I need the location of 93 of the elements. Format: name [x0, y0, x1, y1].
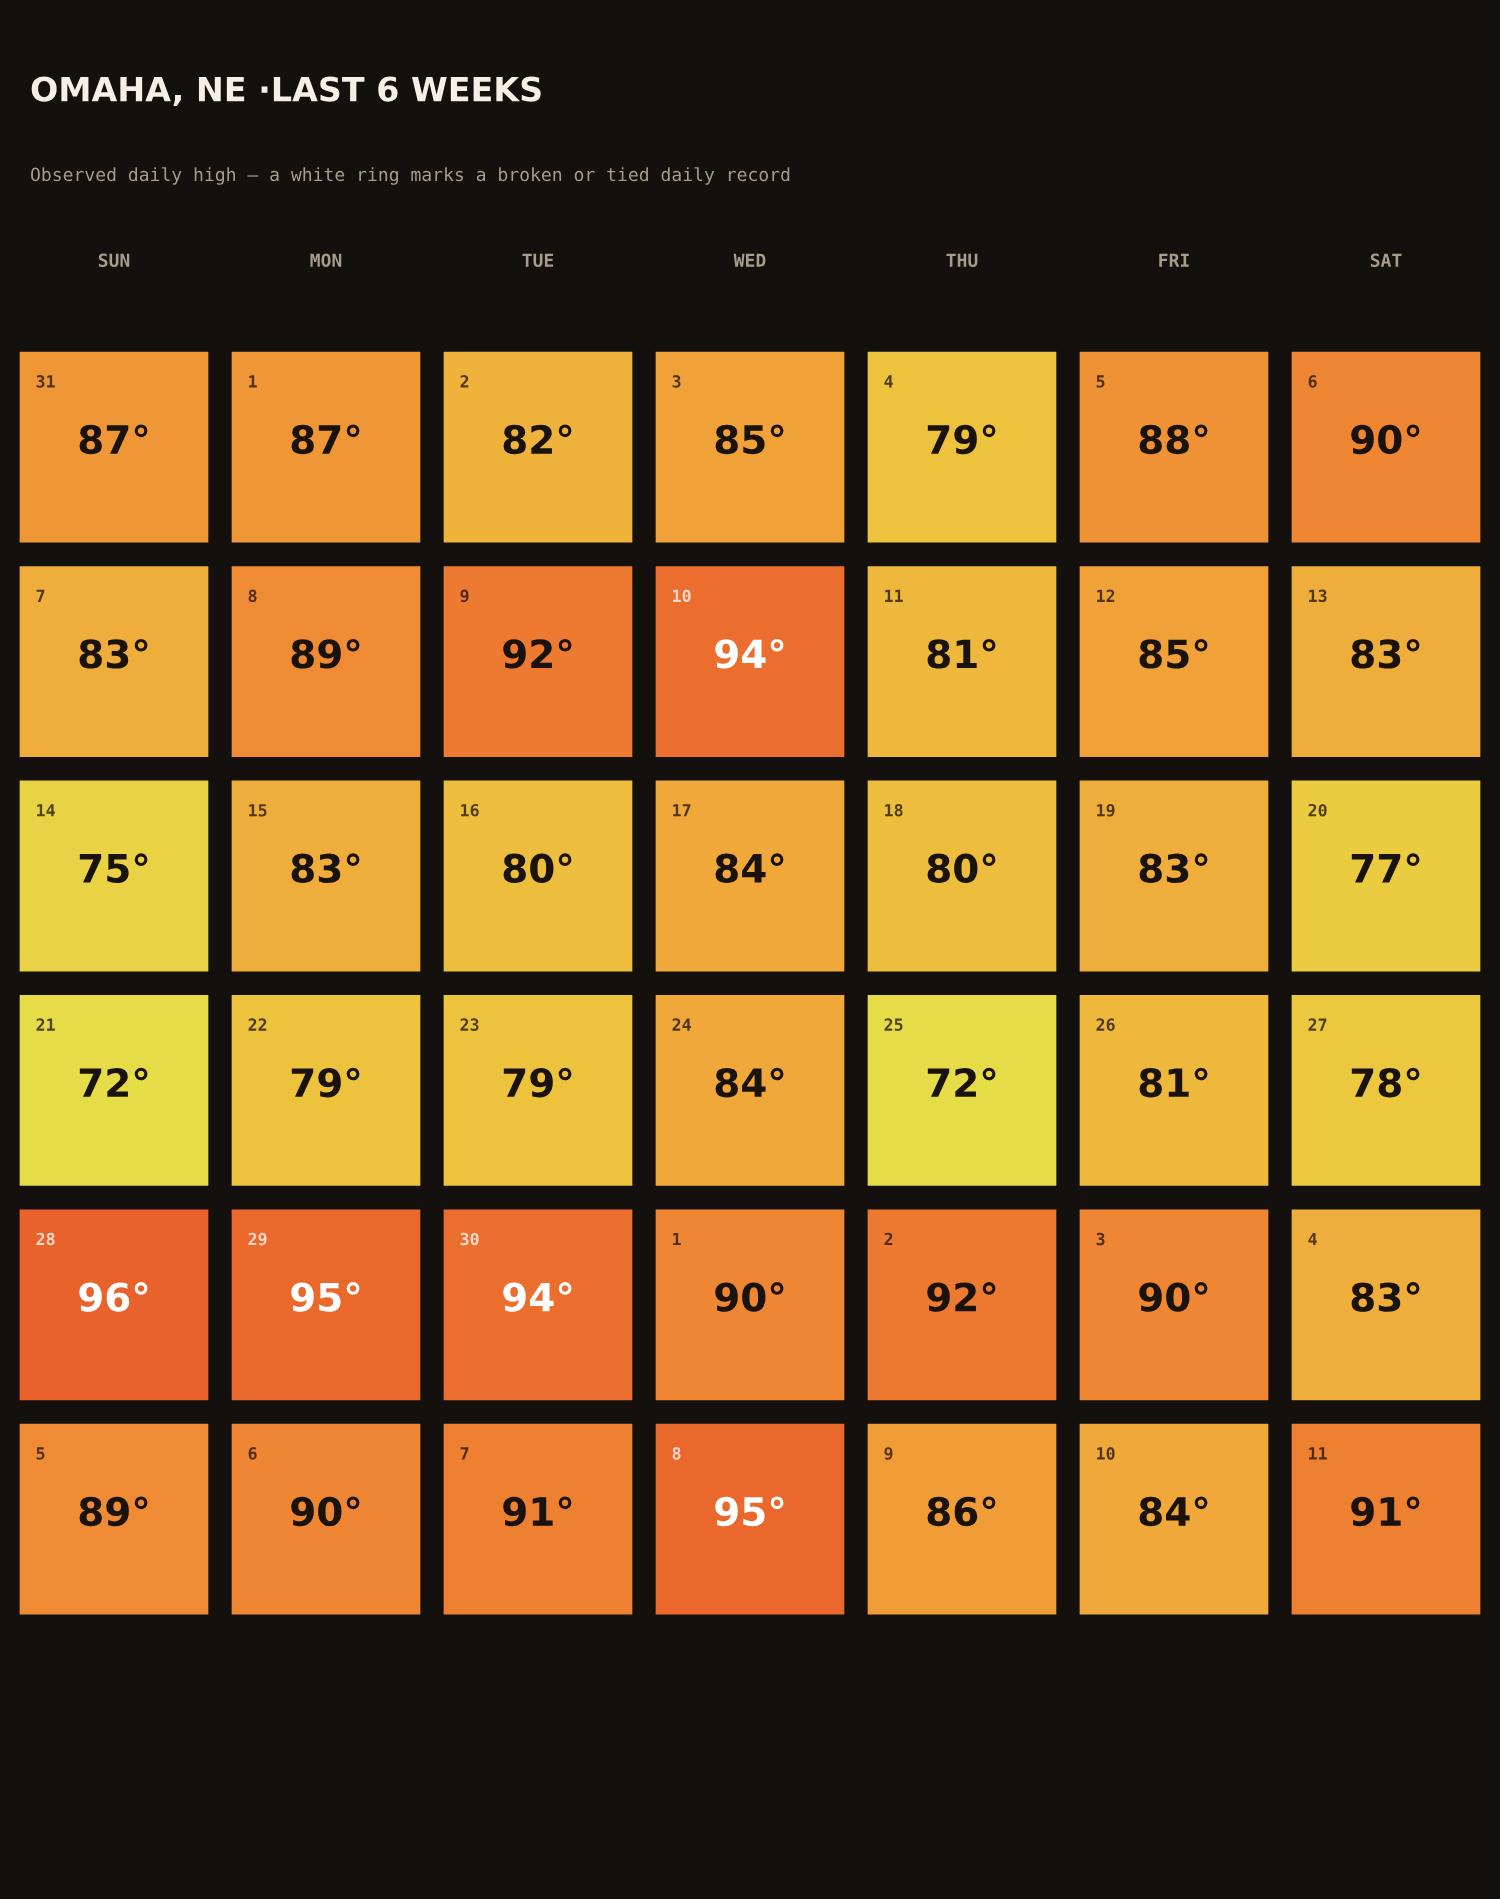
annotation: 3 [672, 375, 681, 388]
annotation: 3 [1096, 1232, 1105, 1246]
annotation: 31 [36, 375, 55, 388]
data-label: 90° [1139, 1282, 1208, 1312]
annotation: 9 [460, 589, 469, 603]
data-label: 96° [79, 1282, 148, 1312]
data-label: 90° [291, 1496, 360, 1527]
x-tick-label: SAT [1370, 253, 1402, 268]
data-label: 84° [715, 1067, 784, 1098]
data-label: 81° [1139, 1067, 1208, 1098]
annotation: 1 [673, 1232, 681, 1246]
data-label: 90° [715, 1282, 784, 1312]
x-tick-label: SUN [98, 253, 130, 268]
annotation: 8 [672, 1447, 681, 1460]
annotation: 30 [460, 1232, 479, 1246]
data-label: 78° [1351, 1067, 1420, 1098]
annotation: 22 [248, 1018, 267, 1031]
annotation: 4 [884, 375, 893, 388]
data-label: 85° [1139, 638, 1208, 669]
data-label: 83° [291, 853, 360, 883]
annotation: 14 [37, 804, 55, 817]
data-label: 90° [1351, 424, 1420, 455]
annotation: 10 [673, 589, 691, 603]
data-label: 77° [1351, 853, 1420, 883]
data-label: 92° [927, 1282, 996, 1312]
data-label: 95° [715, 1496, 784, 1527]
data-label: 80° [503, 853, 572, 883]
annotation: 2 [884, 1232, 893, 1246]
data-label: 84° [715, 853, 784, 883]
annotation: 26 [1096, 1018, 1115, 1031]
annotation: 7 [36, 589, 45, 602]
annotation: 1 [249, 375, 257, 388]
annotation: 21 [36, 1018, 55, 1031]
annotation: 24 [672, 1018, 691, 1031]
x-tick-label: THU [946, 253, 978, 268]
data-label: 88° [1139, 424, 1208, 455]
data-label: 86° [927, 1496, 996, 1527]
annotation: 25 [884, 1018, 903, 1031]
annotation: 11 [885, 589, 903, 602]
data-label: 82° [503, 424, 572, 455]
data-label: 92° [503, 638, 572, 669]
data-label: 94° [715, 638, 784, 669]
data-label: 72° [79, 1067, 148, 1097]
annotation: 29 [248, 1232, 267, 1246]
x-tick-label: MON [310, 253, 342, 268]
data-label: 79° [291, 1067, 360, 1098]
annotation: 27 [1308, 1018, 1327, 1031]
annotation: 12 [1097, 589, 1115, 602]
data-label: 84° [1139, 1496, 1208, 1527]
x-tick-label: TUE [522, 253, 554, 268]
annotation: 18 [885, 803, 903, 817]
annotation: 17 [673, 804, 691, 817]
annotation: 16 [461, 803, 479, 817]
chart-subtitle: Observed daily high — a white ring marks a broken or tied daily record [31, 167, 790, 185]
annotation: 23 [460, 1018, 479, 1031]
annotation: 4 [1308, 1232, 1317, 1246]
annotation: 2 [460, 375, 469, 388]
data-label: 94° [503, 1282, 572, 1312]
annotation: 9 [884, 1447, 893, 1460]
x-tick-label: FRI [1159, 253, 1189, 267]
data-label: 83° [1139, 853, 1208, 883]
data-label: 83° [79, 638, 148, 669]
data-label: 95° [291, 1282, 360, 1312]
data-label: 87° [79, 424, 148, 455]
data-label: 83° [1351, 638, 1420, 669]
data-label: 83° [1351, 1282, 1420, 1312]
annotation: 19 [1097, 804, 1115, 817]
annotation: 6 [1308, 375, 1317, 388]
data-label: 85° [715, 424, 784, 455]
x-tick-label: WED [733, 253, 766, 267]
data-label: 80° [927, 853, 996, 883]
annotation: 5 [36, 1447, 45, 1460]
annotation: 20 [1308, 803, 1327, 817]
data-label: 72° [927, 1067, 996, 1097]
annotation: 7 [460, 1447, 469, 1460]
data-label: 81° [927, 638, 996, 669]
annotation: 11 [1309, 1447, 1327, 1460]
data-label: 79° [927, 424, 996, 455]
chart-title: OMAHA, NE ·LAST 6 WEEKS [31, 76, 541, 106]
annotation: 13 [1309, 589, 1327, 603]
data-label: 91° [1351, 1496, 1420, 1527]
annotation: 10 [1097, 1447, 1115, 1460]
annotation: 8 [248, 589, 257, 603]
annotation: 5 [1096, 375, 1105, 388]
annotation: 28 [36, 1232, 55, 1246]
data-label: 89° [79, 1496, 148, 1527]
data-label: 89° [291, 638, 360, 669]
data-label: 79° [503, 1067, 572, 1098]
data-label: 91° [503, 1496, 572, 1527]
data-label: 75° [79, 853, 148, 883]
annotation: 6 [248, 1447, 257, 1460]
data-label: 87° [291, 424, 360, 455]
annotation: 15 [249, 804, 267, 817]
